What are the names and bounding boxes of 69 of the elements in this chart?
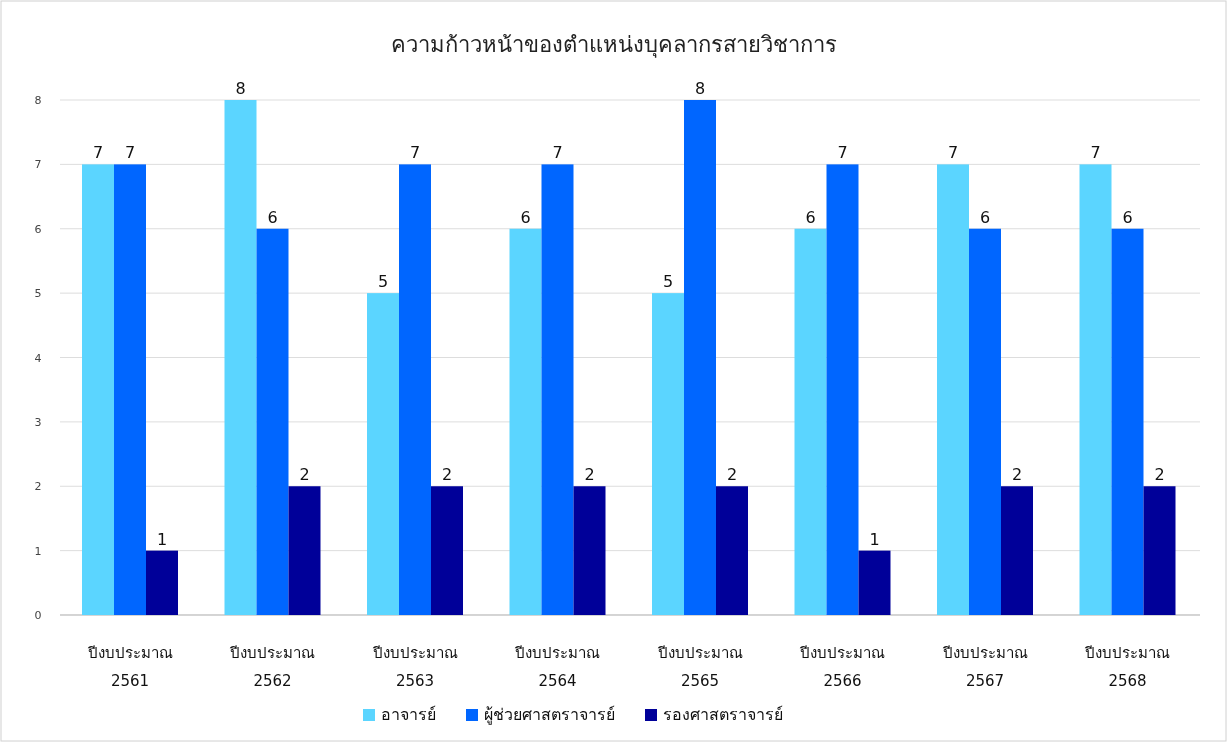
bar [146,550,178,615]
data-label: 8 [694,79,706,98]
bar [858,550,891,615]
bar [937,164,969,615]
x-tick-label: ปีงบประมาณ 2563 [371,644,458,690]
bar [114,164,146,615]
bar [652,293,684,615]
y-tick-label: 3 [34,415,42,429]
data-label: 6 [979,207,991,227]
bar [509,228,542,615]
data-label: 2 [441,465,453,485]
legend-label: อาจารย์ [381,705,436,724]
chart-title: ความก้าวหน้าของตำแหน่งบุคลากรสายวิชาการ [390,32,837,58]
data-label: 6 [805,207,816,227]
bar [1079,164,1112,615]
data-label: 7 [92,143,104,163]
bar [399,164,431,615]
x-tick-label: ปีงบประมาณ 2568 [1084,644,1170,690]
bar [794,228,827,615]
bar [367,293,399,615]
bar [82,164,114,615]
data-label: 7 [409,143,421,163]
legend-label: รองศาสตราจารย์ [663,705,783,724]
x-tick-label: ปีงบประมาณ 2565 [656,644,743,690]
y-tick-label: 8 [34,94,42,107]
data-label: 7 [837,143,848,163]
data-label: 8 [235,79,246,98]
y-tick-label: 0 [34,609,42,622]
bar [826,164,859,615]
x-tick-label: ปีงบประมาณ 2567 [941,644,1028,690]
data-label: 5 [662,272,674,292]
y-tick-label: 5 [34,287,42,301]
bar [431,486,463,615]
data-label: 1 [156,529,168,549]
y-tick-label: 1 [34,544,42,558]
data-label: 6 [520,207,531,227]
x-tick-label: ปีงบประมาณ 2566 [799,644,885,690]
bar [288,486,321,615]
data-label: 7 [552,143,563,163]
data-label: 5 [377,272,389,292]
bar [224,100,257,615]
bar [1111,228,1144,615]
data-label: 2 [1011,465,1023,485]
bar [541,164,574,615]
bar [1143,486,1176,615]
y-tick-label: 6 [34,222,42,236]
bar [716,486,748,615]
data-label: 1 [869,529,880,549]
legend-label: ผู้ช่วยศาสตราจารย์ [484,705,615,725]
data-label: 2 [584,465,595,485]
bar [1001,486,1033,615]
x-tick-label: ปีงบประมาณ 2561 [86,644,173,690]
bar [684,100,716,615]
x-tick-label: ปีงบประมาณ 2564 [514,644,600,690]
data-label: 7 [947,143,959,163]
y-tick-label: 4 [34,351,42,365]
data-label: 2 [299,465,310,485]
bar [573,486,606,615]
bar [969,228,1001,615]
data-label: 2 [726,465,738,485]
data-label: 2 [1154,465,1165,485]
data-label: 7 [124,143,136,163]
y-tick-label: 2 [34,480,42,494]
data-label: 6 [1122,207,1133,227]
data-label: 6 [267,207,278,227]
y-tick-label: 7 [34,158,42,172]
bar [256,228,289,615]
data-label: 7 [1090,143,1101,163]
x-tick-label: ปีงบประมาณ 2562 [229,644,315,690]
